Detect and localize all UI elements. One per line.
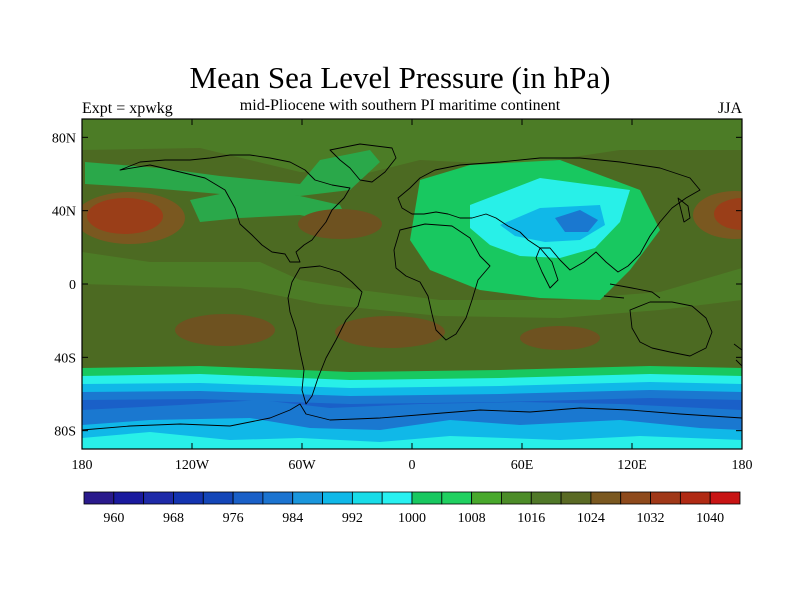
colorbar-swatch	[351, 491, 383, 505]
lon-tick-label: 60E	[511, 458, 534, 473]
colorbar-label: 1016	[517, 511, 545, 526]
colorbar-label: 1040	[696, 511, 724, 526]
lon-tick-label: 60W	[288, 458, 316, 473]
colorbar-label: 1032	[637, 511, 665, 526]
colorbar-swatch	[501, 491, 532, 505]
colorbar-swatch	[679, 491, 711, 505]
australia-coast	[629, 301, 713, 357]
colorbar-swatch	[471, 491, 502, 505]
colorbar-label: 984	[282, 511, 303, 526]
colorbar-swatch	[322, 491, 353, 505]
colorbar-swatch	[560, 491, 592, 505]
colorbar-swatch	[262, 491, 294, 505]
colorbar-swatch	[83, 491, 115, 505]
axis-ticks	[81, 119, 743, 449]
colorbar-swatch	[202, 491, 234, 505]
lon-axis: 180 120W 60W 0 60E 120E 180	[72, 458, 753, 473]
season-label: JJA	[717, 100, 742, 117]
antarctica-coast	[82, 403, 742, 431]
colorbar-swatch	[113, 491, 145, 505]
colorbar-label: 1008	[458, 511, 486, 526]
colorbar-swatch	[709, 491, 741, 505]
lon-tick-label: 180	[732, 458, 753, 473]
map-subtitle: mid-Pliocene with southern PI maritime c…	[239, 97, 561, 114]
lon-tick-label: 120W	[175, 458, 210, 473]
colorbar-swatch	[381, 491, 413, 505]
north-america-coast	[119, 154, 351, 263]
coastlines	[82, 143, 742, 431]
colorbar-swatch	[530, 491, 562, 505]
lat-tick-label: 40S	[54, 351, 76, 366]
lat-tick-label: 40N	[52, 205, 76, 220]
colorbar-swatch	[173, 491, 204, 505]
colorbar-swatch	[620, 491, 651, 505]
pressure-field	[82, 119, 742, 449]
lat-tick-label: 80N	[52, 131, 76, 146]
experiment-label: Expt = xpwkg	[82, 100, 173, 117]
colorbar-swatch	[650, 491, 681, 505]
colorbar-label: 1024	[577, 511, 605, 526]
indonesia-coast	[603, 283, 661, 299]
lon-tick-label: 120E	[617, 458, 647, 473]
japan-coast	[677, 197, 691, 223]
map-title: Mean Sea Level Pressure (in hPa)	[189, 60, 611, 95]
colorbar-label: 992	[342, 511, 363, 526]
lat-tick-label: 0	[69, 278, 76, 293]
greenland-coast	[329, 143, 397, 183]
south-america-coast	[287, 265, 363, 405]
colorbar-swatch	[411, 491, 443, 505]
lon-tick-label: 180	[72, 458, 93, 473]
lat-tick-label: 80S	[54, 425, 76, 440]
lat-axis: 80N 40N 0 40S 80S	[52, 131, 76, 439]
colorbar-label: 960	[103, 511, 124, 526]
colorbar-label: 968	[163, 511, 184, 526]
colorbar-swatch	[143, 491, 174, 505]
new-zealand-coast	[733, 343, 742, 367]
eurasia-coast	[397, 157, 701, 273]
colorbar-swatch	[590, 491, 622, 505]
lon-tick-label: 0	[409, 458, 416, 473]
colorbar-swatch	[232, 491, 264, 505]
africa-coast	[393, 223, 491, 341]
colorbar-swatch	[441, 491, 473, 505]
india-coast	[535, 247, 559, 289]
colorbar-label: 1000	[398, 511, 426, 526]
colorbar-swatch	[292, 491, 323, 505]
colorbar-label: 976	[223, 511, 244, 526]
colorbar-labels: 960 968 976 984 992 1000 1008 1016 1024 1032 1040	[103, 511, 724, 526]
colorbar	[83, 491, 741, 505]
